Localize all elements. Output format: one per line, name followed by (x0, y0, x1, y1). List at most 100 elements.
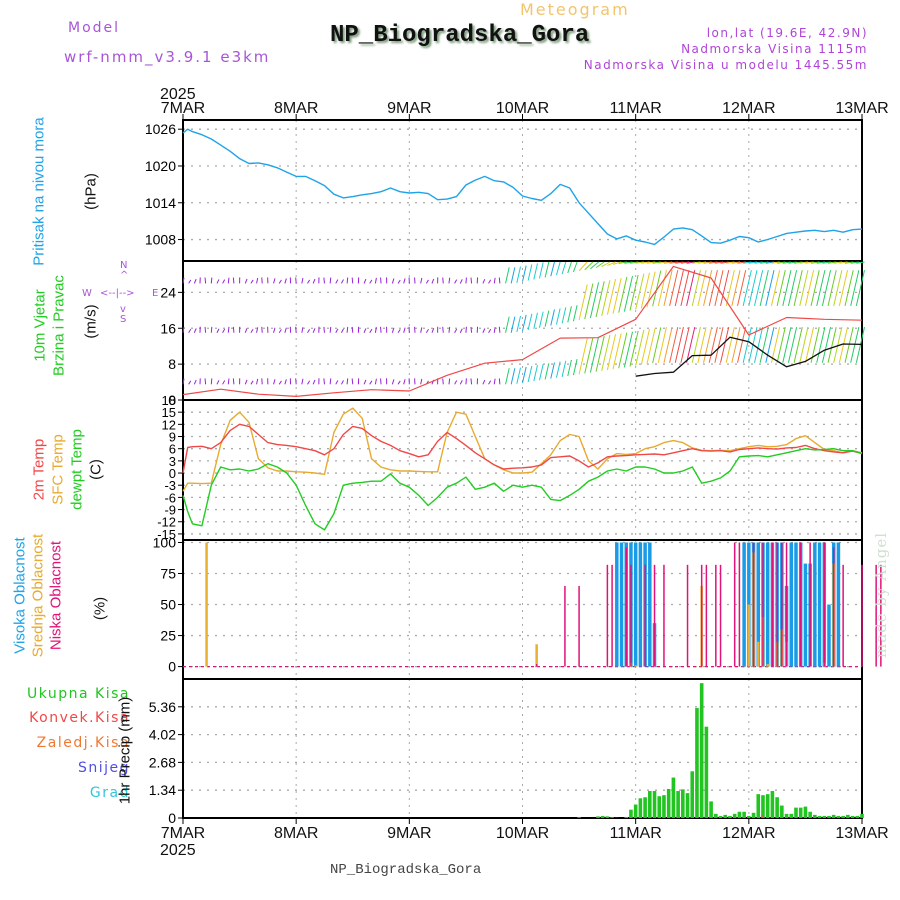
x-tick-label-bottom: 10MAR (496, 825, 549, 842)
y-tick-label: 24 (160, 284, 176, 300)
precip-bar (855, 815, 860, 818)
wind-barb (510, 267, 516, 284)
wind-barb (816, 270, 826, 306)
cloud-bar (205, 542, 208, 667)
precip-bar (789, 813, 794, 818)
wind-barb (714, 261, 724, 264)
wind-barb (193, 379, 197, 385)
wind-barb (244, 328, 248, 333)
wind-barb (465, 378, 467, 385)
pressure-panel: 1008 1014 1020 1026 (145, 119, 863, 262)
y-tick-label: 100 (153, 534, 177, 550)
compass-icon: N ^ W <--|--> E v S (82, 260, 158, 326)
precip-bar (737, 811, 742, 818)
cloud-bar (715, 564, 717, 667)
wind-barb (550, 261, 555, 277)
wind-barb (335, 279, 339, 284)
cloud-bar (813, 542, 817, 667)
wind-barb (431, 278, 435, 284)
wind-barb (850, 261, 859, 264)
wind-barb (465, 326, 467, 333)
wind-barb (652, 270, 662, 307)
precip-bar (690, 771, 695, 818)
precip-bar (798, 807, 803, 818)
cloud-bar (633, 542, 638, 667)
x-tick-label-bottom: 11MAR (610, 825, 662, 842)
wind-barb (397, 279, 401, 284)
wind-barb (323, 277, 325, 284)
cloud-panel: 0 25 50 75 100 (153, 534, 863, 680)
wind-barb (629, 261, 639, 264)
wind-barb (760, 261, 769, 264)
panel-frame (182, 678, 863, 819)
wind-barb (742, 270, 752, 306)
y-tick-label: 6 (169, 442, 176, 457)
wind-barb (459, 380, 463, 385)
wind-barb (442, 277, 444, 284)
cloud-bar (634, 665, 637, 667)
wind-barb (572, 261, 578, 273)
wind-barb (714, 270, 724, 306)
wind-barb (425, 329, 429, 334)
wind-barb (720, 270, 730, 306)
precip-bar (775, 797, 779, 818)
x-tick-label-top: 13MAR (835, 100, 888, 117)
precip-bar (756, 794, 761, 818)
wind-barb (606, 279, 617, 315)
wind-barb (340, 328, 344, 333)
precip-bar (671, 777, 676, 818)
wind-barb (742, 327, 752, 363)
wind-barb (601, 261, 611, 267)
wind-barb (216, 279, 220, 284)
y-tick-label: 1020 (145, 158, 176, 174)
wind-barb (256, 378, 259, 385)
cloud-bar (648, 542, 652, 667)
wind-barb (623, 275, 634, 312)
wind-barb (691, 327, 701, 363)
precip-panel: 0 1.34 2.68 4.02 5.36 (149, 678, 863, 826)
cloud-bar (875, 564, 877, 667)
wind-barb (516, 266, 522, 283)
wind-barb (227, 378, 230, 385)
credit-text: made by Angel (872, 531, 890, 658)
y-tick-label: 3 (169, 454, 176, 469)
cloud-bar (733, 542, 736, 667)
precip-bar (652, 791, 657, 818)
precip-bar (846, 814, 850, 818)
chart-title: NP_Biogradska_Gora (330, 22, 590, 49)
wind-barb (544, 310, 550, 327)
wind-barb (522, 265, 527, 282)
wind-barb (188, 279, 192, 284)
wind-barb (312, 278, 316, 284)
wind-barb (510, 316, 516, 333)
wind-barb (703, 327, 713, 363)
wind-barb (618, 332, 628, 369)
cloud-bar (700, 564, 703, 667)
wind-barb (714, 327, 724, 363)
wind-gust-line (182, 265, 863, 397)
wind-barb (278, 279, 282, 284)
x-tick-label-top: 11MAR (610, 100, 662, 117)
cloud-bar (653, 564, 656, 667)
wind-barb (799, 327, 809, 363)
wind-barb (709, 261, 718, 264)
model-elevation-label: Nadmorska Visina u modelu 1445.55m (583, 58, 868, 72)
wind-barb (256, 277, 259, 284)
wind-barb (765, 270, 775, 306)
precip-bar (577, 817, 581, 818)
wind-barb (538, 262, 544, 279)
wind-barb (425, 279, 429, 284)
precip-bar (709, 801, 713, 818)
wind-barb (765, 327, 775, 363)
wind-barb (278, 380, 282, 385)
wind-barb (731, 270, 741, 306)
x-tick-label-bottom: 9MAR (387, 825, 431, 842)
wind-barb (533, 263, 538, 280)
wind-barb (488, 380, 492, 385)
wind-barb (516, 315, 522, 333)
wind-barb (216, 328, 220, 333)
wind-barb (720, 261, 729, 264)
y-tick-label: 12 (162, 417, 176, 432)
